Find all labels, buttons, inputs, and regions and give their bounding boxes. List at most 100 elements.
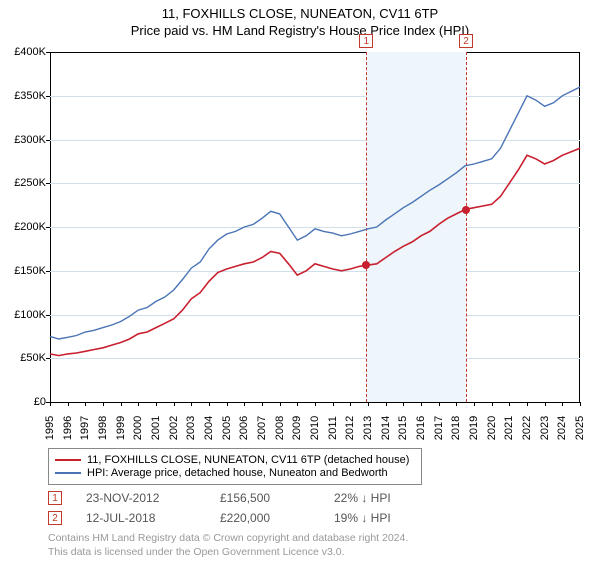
- x-axis-label: 2024: [556, 416, 568, 440]
- event-diff: 22% ↓ HPI: [334, 491, 444, 505]
- event-dot: [362, 261, 370, 269]
- footer: Contains HM Land Registry data © Crown c…: [48, 531, 600, 559]
- x-tick: [368, 402, 369, 406]
- event-marker-1: 1: [359, 34, 373, 48]
- y-axis-label: £0: [0, 396, 46, 408]
- x-tick: [174, 402, 175, 406]
- x-axis-label: 2007: [256, 416, 268, 440]
- event-row: 1 23-NOV-2012 £156,500 22% ↓ HPI: [48, 491, 600, 505]
- x-axis-label: 2019: [468, 416, 480, 440]
- x-tick: [580, 402, 581, 406]
- footer-line-1: Contains HM Land Registry data © Crown c…: [48, 531, 600, 545]
- x-tick: [509, 402, 510, 406]
- x-tick: [50, 402, 51, 406]
- series-hpi: [50, 87, 580, 339]
- legend-row: HPI: Average price, detached house, Nune…: [55, 467, 415, 479]
- x-axis-label: 2015: [397, 416, 409, 440]
- x-tick: [156, 402, 157, 406]
- event-dot: [462, 206, 470, 214]
- event-id-marker: 1: [48, 491, 62, 505]
- y-tick: [46, 183, 50, 184]
- x-axis-label: 2014: [380, 416, 392, 440]
- x-axis-label: 2001: [150, 416, 162, 440]
- x-axis-label: 2025: [574, 416, 586, 440]
- x-tick: [138, 402, 139, 406]
- x-axis-label: 2006: [238, 416, 250, 440]
- x-tick: [280, 402, 281, 406]
- y-tick: [46, 140, 50, 141]
- x-tick: [545, 402, 546, 406]
- event-marker-2: 2: [459, 34, 473, 48]
- legend-row: 11, FOXHILLS CLOSE, NUNEATON, CV11 6TP (…: [55, 454, 415, 466]
- x-axis-label: 2018: [450, 416, 462, 440]
- chart-title: 11, FOXHILLS CLOSE, NUNEATON, CV11 6TP: [0, 6, 600, 21]
- x-axis-label: 2008: [274, 416, 286, 440]
- x-tick: [315, 402, 316, 406]
- chart-lines: [50, 52, 580, 402]
- chart-subtitle: Price paid vs. HM Land Registry's House …: [0, 23, 600, 38]
- x-axis-label: 2017: [433, 416, 445, 440]
- event-price: £156,500: [220, 491, 310, 505]
- series-price_paid: [50, 148, 580, 355]
- x-tick: [244, 402, 245, 406]
- y-tick: [46, 358, 50, 359]
- x-axis-label: 2011: [327, 416, 339, 440]
- footer-line-2: This data is licensed under the Open Gov…: [48, 545, 600, 559]
- x-tick: [68, 402, 69, 406]
- y-tick: [46, 271, 50, 272]
- y-axis-label: £300K: [0, 134, 46, 146]
- x-axis-label: 2003: [185, 416, 197, 440]
- x-tick: [121, 402, 122, 406]
- y-tick: [46, 52, 50, 53]
- x-axis-label: 2000: [132, 416, 144, 440]
- x-tick: [492, 402, 493, 406]
- x-tick: [456, 402, 457, 406]
- x-tick: [527, 402, 528, 406]
- x-tick: [191, 402, 192, 406]
- event-date: 12-JUL-2018: [86, 511, 196, 525]
- x-tick: [350, 402, 351, 406]
- y-axis-label: £150K: [0, 265, 46, 277]
- y-axis-label: £250K: [0, 177, 46, 189]
- x-axis-label: 1997: [79, 416, 91, 440]
- x-tick: [262, 402, 263, 406]
- event-diff: 19% ↓ HPI: [334, 511, 444, 525]
- event-price: £220,000: [220, 511, 310, 525]
- x-tick: [227, 402, 228, 406]
- legend-label: 11, FOXHILLS CLOSE, NUNEATON, CV11 6TP (…: [87, 454, 409, 466]
- x-axis-label: 2022: [521, 416, 533, 440]
- x-axis-label: 2010: [309, 416, 321, 440]
- x-axis-label: 2012: [344, 416, 356, 440]
- x-axis-label: 1999: [115, 416, 127, 440]
- x-tick: [103, 402, 104, 406]
- y-axis-label: £100K: [0, 309, 46, 321]
- x-tick: [403, 402, 404, 406]
- legend-swatch: [55, 459, 81, 461]
- y-tick: [46, 96, 50, 97]
- chart-area: £0£50K£100K£150K£200K£250K£300K£350K£400…: [0, 42, 600, 442]
- x-tick: [297, 402, 298, 406]
- x-axis-label: 1996: [62, 416, 74, 440]
- legend-label: HPI: Average price, detached house, Nune…: [87, 467, 388, 479]
- x-axis-label: 2009: [291, 416, 303, 440]
- x-axis-label: 2002: [168, 416, 180, 440]
- y-axis-label: £350K: [0, 90, 46, 102]
- x-axis-label: 1995: [44, 416, 56, 440]
- event-id-marker: 2: [48, 511, 62, 525]
- x-axis-label: 2004: [203, 416, 215, 440]
- x-axis-label: 2023: [539, 416, 551, 440]
- legend: 11, FOXHILLS CLOSE, NUNEATON, CV11 6TP (…: [48, 448, 422, 485]
- x-axis-label: 2005: [221, 416, 233, 440]
- x-tick: [562, 402, 563, 406]
- event-table: 1 23-NOV-2012 £156,500 22% ↓ HPI 2 12-JUL-201…: [48, 491, 600, 525]
- y-tick: [46, 227, 50, 228]
- x-tick: [209, 402, 210, 406]
- x-axis-label: 2020: [486, 416, 498, 440]
- y-axis-label: £400K: [0, 46, 46, 58]
- event-date: 23-NOV-2012: [86, 491, 196, 505]
- x-axis-label: 2013: [362, 416, 374, 440]
- x-tick: [386, 402, 387, 406]
- event-row: 2 12-JUL-2018 £220,000 19% ↓ HPI: [48, 511, 600, 525]
- x-tick: [474, 402, 475, 406]
- x-axis-label: 2016: [415, 416, 427, 440]
